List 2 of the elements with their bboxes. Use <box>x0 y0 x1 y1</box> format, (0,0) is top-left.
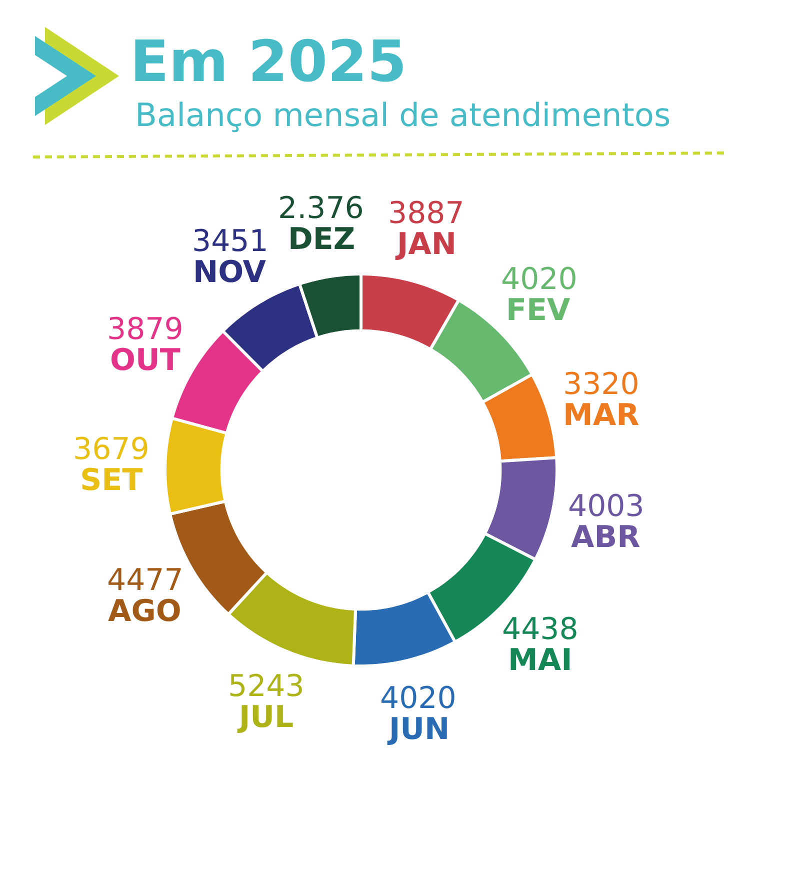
chart-title: Em 2025 <box>130 28 407 95</box>
chart-subtitle: Balanço mensal de atendimentos <box>135 96 671 134</box>
